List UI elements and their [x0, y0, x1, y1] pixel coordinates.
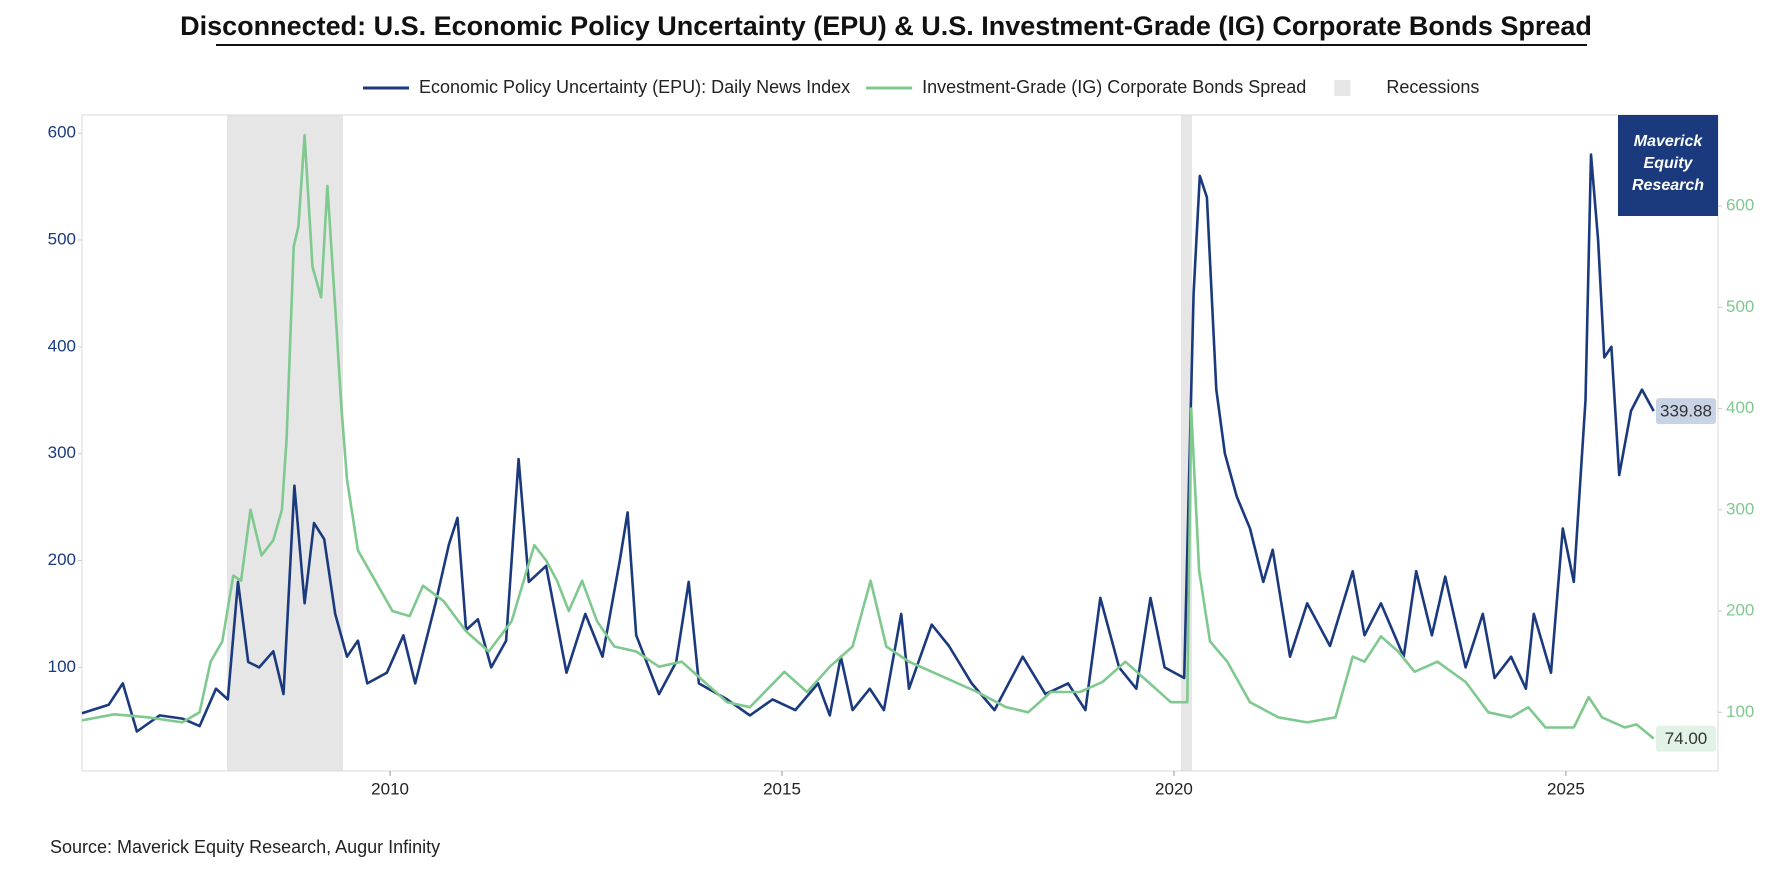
y-tick-label: 300 [48, 443, 76, 462]
watermark-text: Research [1632, 177, 1704, 194]
legend: Economic Policy Uncertainty (EPU): Daily… [363, 77, 1479, 97]
legend-swatch [1334, 80, 1351, 96]
end-label-box [1656, 398, 1716, 425]
y-tick-label: 400 [48, 336, 76, 355]
end-label: 74.00 [1665, 729, 1708, 748]
series-line [81, 133, 1655, 740]
legend-label: Investment-Grade (IG) Corporate Bonds Sp… [922, 77, 1306, 97]
y2-tick-label: 400 [1726, 398, 1754, 417]
y2-tick-label: 300 [1726, 499, 1754, 518]
recession-band [1181, 115, 1193, 771]
chart-title: Disconnected: U.S. Economic Policy Uncer… [180, 11, 1592, 41]
plot-frame [81, 114, 1719, 772]
series-line [81, 153, 1655, 733]
x-tick-label: 2020 [1155, 779, 1193, 798]
y-tick-label: 500 [48, 229, 76, 248]
y-tick-label: 600 [48, 123, 76, 142]
legend-label: Recessions [1386, 77, 1479, 97]
legend-label: Economic Policy Uncertainty (EPU): Daily… [419, 77, 850, 97]
y2-tick-label: 600 [1726, 196, 1754, 215]
y2-tick-label: 200 [1726, 601, 1754, 620]
source: Source: Maverick Equity Research, Augur … [50, 837, 440, 857]
y2-tick-label: 500 [1726, 297, 1754, 316]
watermark-text: Equity [1644, 155, 1694, 172]
watermark-box [1618, 115, 1718, 216]
end-label-box [1656, 725, 1716, 752]
end-label: 339.88 [1660, 402, 1712, 421]
y-tick-label: 100 [48, 657, 76, 676]
x-tick-label: 2010 [371, 779, 409, 798]
y-tick-label: 200 [48, 550, 76, 569]
x-tick-label: 2015 [763, 779, 801, 798]
watermark-text: Maverick [1634, 133, 1704, 150]
y2-tick-label: 100 [1726, 702, 1754, 721]
x-tick-label: 2025 [1547, 779, 1585, 798]
